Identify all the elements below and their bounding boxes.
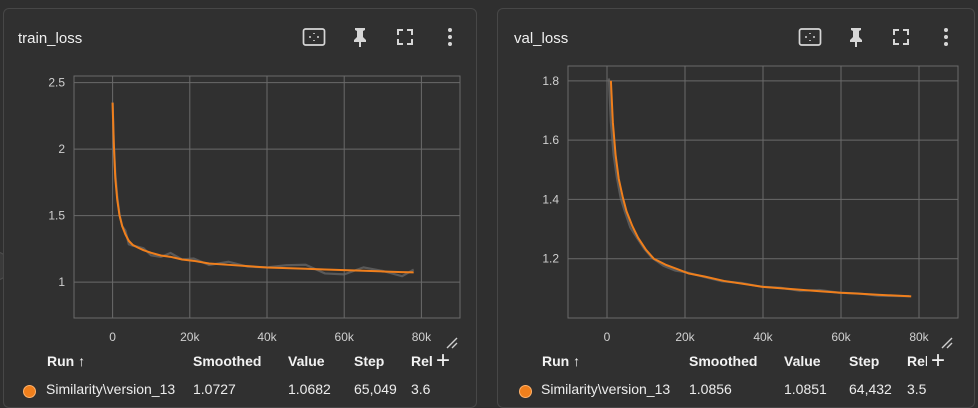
y-tick-label: 2 <box>58 142 65 156</box>
smoothed-value: 1.0727 <box>193 381 236 397</box>
x-tick-label: 60k <box>335 330 355 344</box>
raw-value: 1.0682 <box>288 381 331 397</box>
y-tick-label: 1.2 <box>542 252 559 266</box>
column-header-relative[interactable]: Rel <box>907 353 927 369</box>
relative-time-value: 3.6 <box>411 381 431 397</box>
fullscreen-icon[interactable] <box>393 25 417 49</box>
y-tick-label: 1.8 <box>542 74 559 88</box>
x-tick-label: 80k <box>909 330 929 344</box>
val-loss-plot[interactable]: 0 20k 40k 60k 80k 1.2 1.4 1.6 1.8 <box>498 9 975 349</box>
column-header-step[interactable]: Step <box>354 353 385 369</box>
add-column-button[interactable]: + <box>436 347 451 374</box>
fullscreen-icon[interactable] <box>889 25 913 49</box>
add-column-button[interactable]: + <box>931 347 946 374</box>
y-tick-label: 1.4 <box>542 192 559 206</box>
x-tick-label: 0 <box>109 330 116 344</box>
more-vert-icon[interactable] <box>934 25 958 49</box>
y-tick-label: 2.5 <box>48 76 65 90</box>
column-header-step[interactable]: Step <box>849 353 880 369</box>
chart-title: train_loss <box>18 30 83 47</box>
series-line[interactable] <box>609 80 912 298</box>
series-raw-line <box>111 102 415 278</box>
smoothed-value: 1.0856 <box>689 381 732 397</box>
y-tick-label: 1.6 <box>542 133 559 147</box>
column-header-value[interactable]: Value <box>288 353 325 369</box>
run-color-swatch[interactable] <box>519 385 532 398</box>
raw-value: 1.0851 <box>784 381 827 397</box>
x-tick-label: 80k <box>412 330 432 344</box>
series-line[interactable] <box>111 102 414 274</box>
resize-handle-icon[interactable] <box>941 337 953 349</box>
resize-handle-icon[interactable] <box>446 337 458 349</box>
x-tick-label: 20k <box>675 330 695 344</box>
x-tick-label: 60k <box>831 330 851 344</box>
run-color-swatch[interactable] <box>23 385 36 398</box>
column-header-smoothed[interactable]: Smoothed <box>689 353 758 369</box>
x-tick-label: 20k <box>180 330 200 344</box>
pin-icon[interactable] <box>348 25 372 49</box>
column-header-run[interactable]: Run ↑ <box>542 353 581 369</box>
y-tick-label: 1.5 <box>48 209 65 223</box>
x-tick-label: 0 <box>604 330 611 344</box>
step-value: 65,049 <box>354 381 397 397</box>
relative-time-value: 3.5 <box>907 381 927 397</box>
column-header-smoothed[interactable]: Smoothed <box>193 353 262 369</box>
y-tick-label: 1 <box>58 275 65 289</box>
pin-icon[interactable] <box>844 25 868 49</box>
train-loss-plot[interactable]: 0 20k 40k 60k 80k 1 1.5 2 2.5 <box>4 9 477 349</box>
column-header-relative[interactable]: Rel <box>411 353 433 369</box>
run-name: Similarity\version_13 <box>46 381 176 397</box>
chart-card-train-loss: train_loss 0 20k 40k 60k 80k 1 1.5 2 2.5 Run ↑ S… <box>3 8 477 408</box>
chart-card-val-loss: val_loss 0 20k 40k 60k 80k 1.2 1.4 1.6 1.8 Run ↑… <box>497 8 975 408</box>
column-header-run[interactable]: Run ↑ <box>47 353 86 369</box>
x-tick-label: 40k <box>753 330 773 344</box>
column-header-value[interactable]: Value <box>784 353 821 369</box>
step-value: 64,432 <box>849 381 892 397</box>
fit-domain-icon[interactable] <box>798 25 822 49</box>
run-name: Similarity\version_13 <box>541 381 671 397</box>
fit-domain-icon[interactable] <box>302 25 326 49</box>
series-raw-line <box>607 78 910 298</box>
more-vert-icon[interactable] <box>438 25 462 49</box>
x-tick-label: 40k <box>257 330 277 344</box>
chart-title: val_loss <box>514 30 569 47</box>
